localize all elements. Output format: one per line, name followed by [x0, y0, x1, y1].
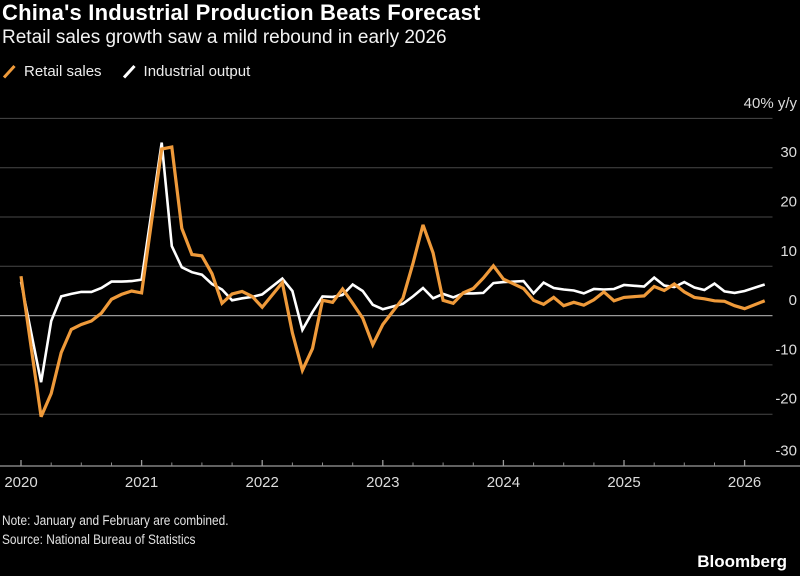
x-axis-label-2021: 2021: [125, 474, 158, 491]
x-axis-label-2022: 2022: [246, 474, 279, 491]
footnote-block: Note: January and February are combined.…: [2, 511, 229, 549]
bloomberg-logo: Bloomberg: [697, 552, 787, 571]
x-axis-label-2025: 2025: [607, 474, 640, 491]
y-axis-label-20: 20: [780, 194, 797, 211]
legend-label-retail-sales: Retail sales: [24, 63, 102, 80]
y-axis-labels: 40% y/y 30 20 10 0 -10 -20 -30: [744, 95, 798, 460]
y-axis-label-30: 30: [780, 144, 797, 161]
chart-note: Note: January and February are combined.: [2, 513, 229, 528]
x-axis-label-2024: 2024: [487, 474, 520, 491]
series-lines: [19, 142, 766, 418]
x-axis-ticks: [20, 460, 746, 466]
y-axis-label-minus30: -30: [775, 443, 797, 460]
series-line-industrial-output: [19, 142, 766, 383]
x-axis-label-2020: 2020: [4, 474, 37, 491]
legend-item-industrial-output: Industrial output: [122, 63, 251, 80]
y-axis-label-minus10: -10: [775, 341, 797, 358]
x-axis-label-2023: 2023: [366, 474, 399, 491]
legend-label-industrial-output: Industrial output: [143, 63, 251, 80]
chart-title: China's Industrial Production Beats Fore…: [2, 0, 481, 25]
industrial-output-slash-icon: [122, 64, 136, 79]
chart-source: Source: National Bureau of Statistics: [2, 532, 196, 547]
retail-sales-slash-icon: [2, 64, 16, 79]
y-axis-label-40: 40% y/y: [744, 95, 798, 112]
y-axis-label-0: 0: [789, 292, 797, 309]
chart-subtitle: Retail sales growth saw a mild rebound i…: [2, 27, 447, 48]
x-axis-labels: 2020 2021 2022 2023 2024 2025 2026: [4, 474, 761, 491]
gridlines: [0, 117, 773, 415]
y-axis-label-10: 10: [780, 243, 797, 260]
series-line-retail-sales: [19, 145, 766, 418]
legend-item-retail-sales: Retail sales: [2, 63, 102, 80]
y-axis-label-minus20: -20: [775, 391, 797, 408]
legend: Retail sales Industrial output: [2, 63, 250, 80]
x-axis-label-2026: 2026: [728, 474, 761, 491]
